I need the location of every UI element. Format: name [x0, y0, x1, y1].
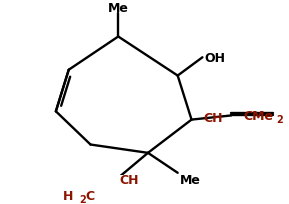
Text: CH: CH	[119, 173, 139, 186]
Text: Me: Me	[108, 2, 129, 15]
Text: Me: Me	[180, 173, 201, 186]
Text: CH: CH	[203, 111, 223, 124]
Text: CMe: CMe	[243, 109, 273, 122]
Text: 2: 2	[277, 114, 284, 124]
Text: OH: OH	[204, 52, 225, 64]
Text: 2: 2	[80, 194, 86, 204]
Text: C: C	[86, 189, 95, 202]
Text: H: H	[63, 189, 74, 202]
